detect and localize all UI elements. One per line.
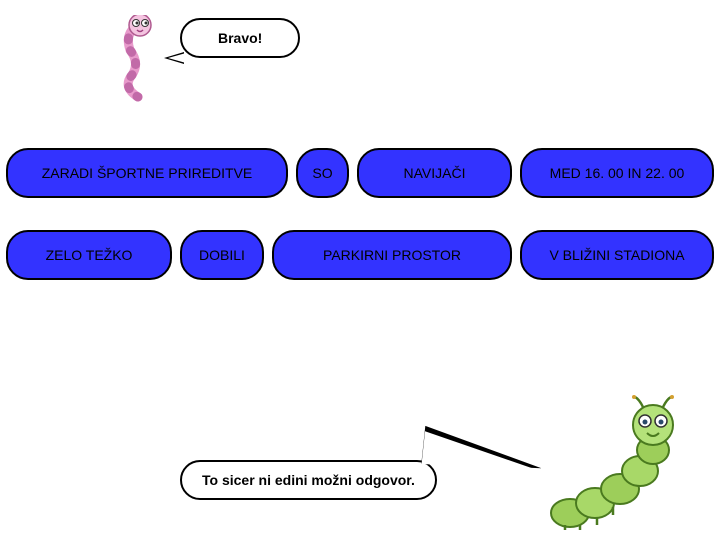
- chip-label: NAVIJAČI: [404, 165, 466, 181]
- speech-bubble-top: Bravo!: [180, 18, 300, 58]
- speech-top-text: Bravo!: [218, 30, 262, 46]
- green-caterpillar-illustration: [535, 395, 695, 535]
- word-chip[interactable]: MED 16. 00 IN 22. 00: [520, 148, 714, 198]
- speech-bubble-bottom: To sicer ni edini možni odgovor.: [180, 460, 437, 500]
- chip-label: V BLIŽINI STADIONA: [549, 247, 684, 263]
- word-chip[interactable]: PARKIRNI PROSTOR: [272, 230, 512, 280]
- chip-label: SO: [312, 165, 332, 181]
- word-chip[interactable]: ZELO TEŽKO: [6, 230, 172, 280]
- speech-bottom-text: To sicer ni edini možni odgovor.: [202, 472, 415, 488]
- word-row-1: ZARADI ŠPORTNE PRIREDITVE SO NAVIJAČI ME…: [0, 148, 720, 198]
- chip-label: MED 16. 00 IN 22. 00: [550, 165, 685, 181]
- chip-label: ZELO TEŽKO: [46, 247, 133, 263]
- chip-label: PARKIRNI PROSTOR: [323, 247, 461, 263]
- chip-label: ZARADI ŠPORTNE PRIREDITVE: [42, 165, 253, 181]
- word-chip[interactable]: ZARADI ŠPORTNE PRIREDITVE: [6, 148, 288, 198]
- word-chip[interactable]: SO: [296, 148, 349, 198]
- word-chip[interactable]: DOBILI: [180, 230, 264, 280]
- word-chip[interactable]: V BLIŽINI STADIONA: [520, 230, 714, 280]
- word-row-2: ZELO TEŽKO DOBILI PARKIRNI PROSTOR V BLI…: [0, 230, 720, 280]
- chip-label: DOBILI: [199, 247, 245, 263]
- word-chip[interactable]: NAVIJAČI: [357, 148, 512, 198]
